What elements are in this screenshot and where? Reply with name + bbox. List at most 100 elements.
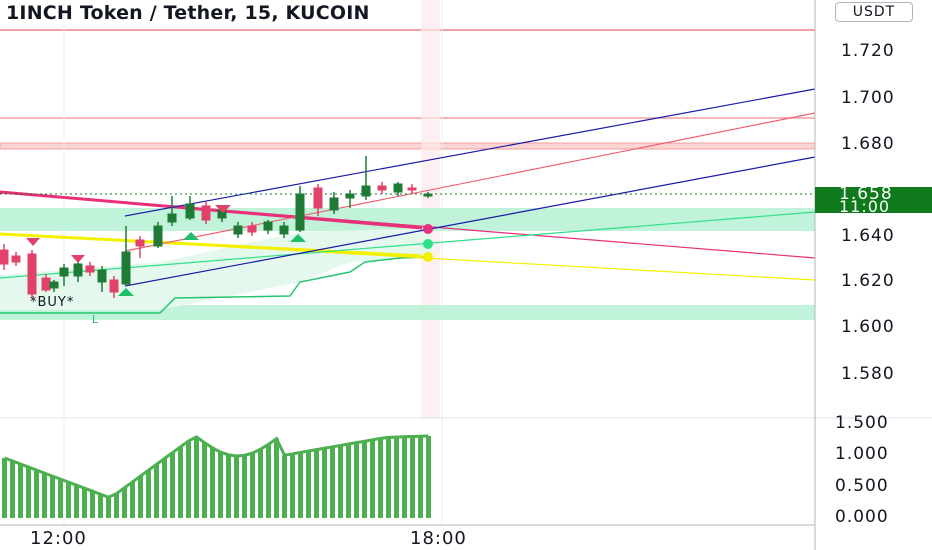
candle-body (233, 225, 243, 235)
histogram-bar (82, 488, 87, 518)
candle-body (97, 269, 107, 283)
candlesticks (0, 156, 433, 298)
histogram-bar (258, 449, 263, 518)
candle-body (153, 225, 163, 247)
candle-body (393, 183, 403, 193)
candle-body (27, 253, 37, 295)
histogram-bar (90, 491, 95, 518)
histogram-bar (114, 493, 119, 518)
candle-body (263, 221, 273, 231)
candle-body (313, 187, 323, 209)
histogram-bar (58, 479, 63, 518)
price-tick: 1.600 (841, 317, 895, 337)
candle-body (345, 193, 355, 199)
histogram-bar (370, 439, 375, 518)
histogram-bar (138, 476, 143, 518)
trend-line-green (0, 211, 816, 279)
histogram-bar (346, 444, 351, 518)
histogram-bar (226, 454, 231, 518)
candle-body (135, 239, 145, 247)
histogram-bar (106, 497, 111, 518)
level-annotation: L (92, 313, 99, 326)
histogram-bar (122, 487, 127, 518)
sell-signal-triangle (71, 255, 85, 263)
histogram-bar (266, 444, 271, 518)
currency-button[interactable]: USDT (835, 2, 913, 22)
histogram-bar (50, 476, 55, 518)
histogram-bar (18, 464, 23, 518)
histogram-bar (2, 458, 7, 518)
candle-body (201, 205, 211, 221)
candle-body (295, 193, 305, 231)
histogram-bar (282, 455, 287, 518)
buy-signal-triangle (290, 234, 306, 242)
candle-body (59, 267, 69, 277)
candle-body (41, 277, 51, 291)
price-tick: 1.620 (841, 271, 895, 291)
pink-dot-marker (423, 224, 433, 234)
buy-annotation: *BUY* (30, 295, 75, 310)
histogram-bar (66, 482, 71, 518)
chart-title: 1INCH Token / Tether, 15, KUCOIN (6, 2, 370, 24)
histogram-bar (234, 455, 239, 518)
candle-body (73, 263, 83, 277)
histogram-bar (290, 453, 295, 518)
time-tick: 12:00 (30, 528, 87, 549)
price-tick: 1.580 (841, 364, 895, 384)
indicator-histogram (2, 434, 431, 518)
histogram-bar (378, 438, 383, 518)
histogram-bar (74, 485, 79, 518)
candle-body (167, 213, 177, 223)
price-tick: 1.720 (841, 41, 895, 61)
candle-body (49, 281, 59, 289)
histogram-bar (338, 445, 343, 518)
candle-body (279, 225, 289, 235)
candle-body (361, 185, 371, 197)
price-tick: 1.680 (841, 134, 895, 154)
candle-body (329, 197, 339, 211)
indicator-tick: 0.000 (835, 507, 889, 527)
candle-body (423, 193, 433, 197)
last-price-badge: 1.658 11:00 (815, 184, 932, 216)
sell-signal-triangle (215, 205, 231, 213)
indicator-tick: 1.500 (835, 413, 889, 433)
histogram-bar (186, 440, 191, 518)
histogram-bar (10, 461, 15, 518)
histogram-bar (98, 494, 103, 518)
price-tick: 1.640 (841, 226, 895, 246)
indicator-tick: 0.500 (835, 476, 889, 496)
candle-body (185, 203, 195, 219)
histogram-bar (250, 453, 255, 518)
histogram-bar (330, 446, 335, 518)
histogram-bar (386, 437, 391, 518)
buy-signal-triangle (183, 232, 199, 240)
candle-body (109, 279, 119, 293)
histogram-bar (194, 436, 199, 518)
histogram-bar (26, 467, 31, 518)
price-axis[interactable]: USDT 1.720 1.700 1.680 1.640 1.620 1.600… (815, 0, 932, 550)
time-tick: 18:00 (410, 528, 467, 549)
candle-body (247, 225, 257, 233)
bar-countdown: 11:00 (839, 197, 891, 216)
histogram-bar (34, 470, 39, 518)
candle-body (0, 249, 9, 265)
candle-body (407, 187, 417, 191)
histogram-bar (210, 447, 215, 518)
indicator-tick: 1.000 (835, 444, 889, 464)
trailing-stop-line (0, 256, 433, 314)
histogram-bar (130, 481, 135, 518)
candle-body (11, 255, 21, 263)
histogram-bar (410, 436, 415, 518)
trend-line-yellow-bold (0, 232, 423, 258)
candle-body (377, 185, 387, 191)
histogram-bar (394, 437, 399, 518)
histogram-bar (170, 452, 175, 518)
histogram-bar (178, 446, 183, 518)
candle-body (121, 251, 131, 285)
histogram-bar (162, 458, 167, 518)
histogram-bar (418, 436, 423, 518)
support-zone (0, 305, 815, 320)
histogram-bar (362, 441, 367, 518)
histogram-bar (42, 473, 47, 518)
